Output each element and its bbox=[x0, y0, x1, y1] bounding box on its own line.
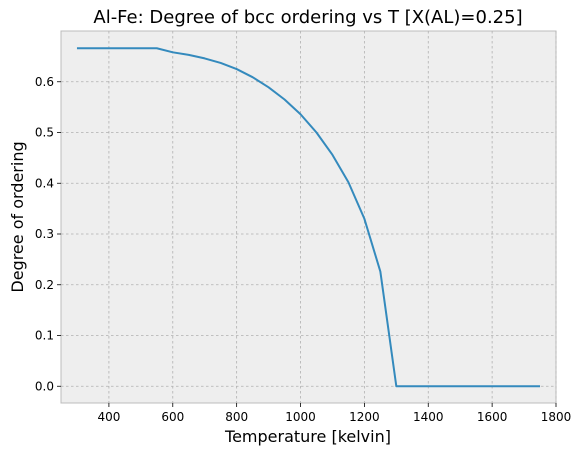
x-tick-label: 800 bbox=[225, 410, 248, 424]
x-tick-label: 1800 bbox=[541, 410, 572, 424]
y-axis-ticks: 0.0 0.1 0.2 0.3 0.4 0.5 0.6 bbox=[35, 75, 61, 393]
series-layer bbox=[76, 47, 541, 388]
y-tick-label: 0.5 bbox=[35, 126, 54, 140]
x-tick-label: 1400 bbox=[413, 410, 444, 424]
y-tick-label: 0.4 bbox=[35, 176, 54, 190]
y-tick-label: 0.0 bbox=[35, 379, 54, 393]
y-tick-label: 0.2 bbox=[35, 278, 54, 292]
series-line bbox=[76, 47, 541, 388]
x-tick-label: 1000 bbox=[285, 410, 316, 424]
x-tick-label: 1600 bbox=[477, 410, 508, 424]
x-tick-label: 600 bbox=[161, 410, 184, 424]
x-tick-label: 400 bbox=[97, 410, 120, 424]
x-tick-label: 1200 bbox=[349, 410, 380, 424]
y-tick-label: 0.3 bbox=[35, 227, 54, 241]
y-tick-label: 0.1 bbox=[35, 329, 54, 343]
y-tick-label: 0.6 bbox=[35, 75, 54, 89]
x-axis-label: Temperature [kelvin] bbox=[224, 427, 391, 446]
y-axis-label: Degree of ordering bbox=[8, 141, 27, 292]
x-axis-ticks: 400 600 800 1000 1200 1400 1600 1800 bbox=[97, 403, 571, 424]
plot-area bbox=[60, 30, 557, 404]
chart-title: Al-Fe: Degree of bcc ordering vs T [X(AL… bbox=[93, 7, 522, 28]
